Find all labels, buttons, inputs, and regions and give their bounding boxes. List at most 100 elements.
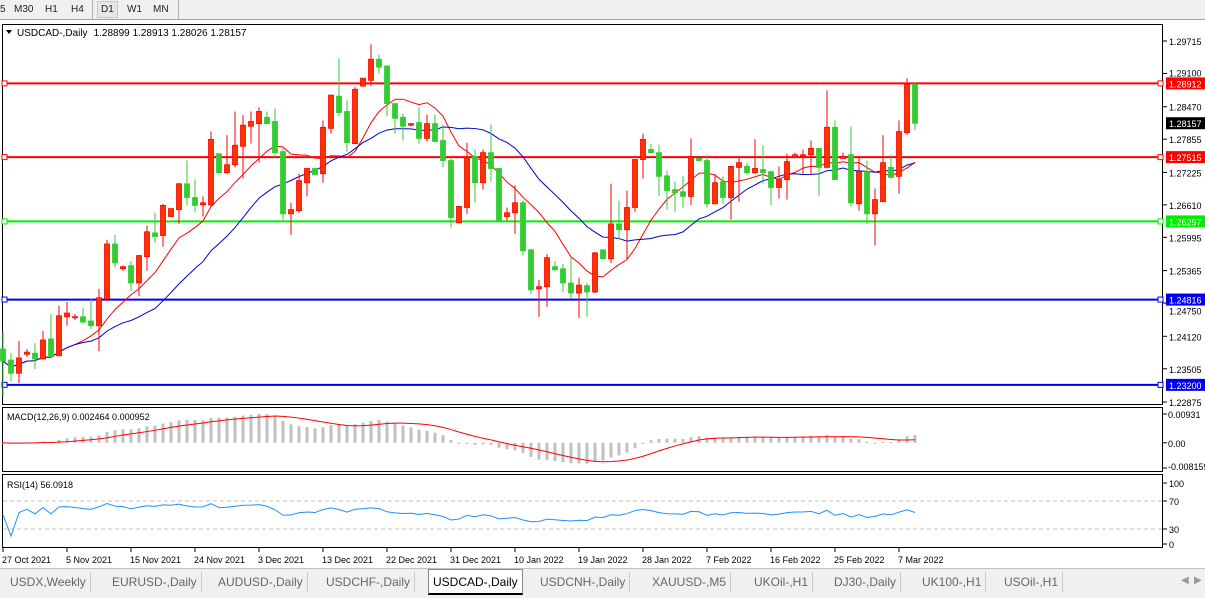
candle-body [65, 313, 70, 317]
price-tick-label: 1.25365 [1169, 267, 1202, 277]
macd-histogram-bar [770, 438, 773, 443]
candle-body [489, 153, 494, 169]
macd-histogram-bar [322, 427, 325, 442]
candle-body [729, 166, 734, 197]
tab-uk100-h1[interactable]: UK100-,H1 [918, 572, 986, 592]
candle-body [377, 59, 382, 67]
candle-body [289, 210, 294, 214]
timeframe-mn[interactable]: MN [150, 2, 172, 17]
candle-body [457, 206, 462, 222]
chart-window[interactable]: 1.297151.291001.284701.278551.272251.266… [0, 20, 1205, 568]
date-tick-label: 7 Mar 2022 [898, 555, 944, 565]
current-price-label: 1.28157 [1169, 119, 1202, 129]
macd-histogram-bar [178, 420, 181, 442]
candle-body [889, 167, 894, 177]
macd-histogram-bar [434, 433, 437, 443]
macd-histogram-bar [522, 443, 525, 453]
candle-body [121, 267, 126, 269]
macd-histogram-bar [650, 440, 653, 443]
level-handle[interactable] [2, 81, 7, 86]
chevron-right-icon[interactable]: ▶ [1194, 575, 1202, 586]
candle-body [169, 209, 174, 217]
candle-body [409, 124, 414, 126]
candle-body [809, 148, 814, 154]
candle-body [273, 121, 278, 152]
tab-usoil-h1[interactable]: USOil-,H1 [1000, 572, 1063, 592]
timeframe-w1[interactable]: W1 [124, 2, 145, 17]
candle-body [833, 127, 838, 179]
date-tick-label: 15 Nov 2021 [130, 555, 181, 565]
macd-histogram-bar [682, 439, 685, 443]
candle-body [281, 152, 286, 214]
level-handle[interactable] [1158, 382, 1163, 387]
candle-body [441, 140, 446, 160]
date-tick-label: 31 Dec 2021 [450, 555, 501, 565]
candle-body [505, 213, 510, 217]
tab-ukoil-h1[interactable]: UKOil-,H1 [750, 572, 813, 592]
candle-body [617, 224, 622, 230]
chevron-left-icon[interactable]: ◀ [1181, 575, 1189, 586]
candle-bull [457, 206, 462, 222]
date-tick-label: 25 Feb 2022 [834, 555, 885, 565]
level-handle[interactable] [2, 219, 7, 224]
symbol-label: USDCAD-,Daily [17, 28, 88, 39]
level-handle[interactable] [2, 297, 7, 302]
macd-histogram-bar [346, 426, 349, 443]
candle-body [97, 298, 102, 326]
tab-eurusd-daily[interactable]: EURUSD-,Daily [108, 572, 202, 592]
candle-body [433, 124, 438, 142]
candle-body [33, 353, 38, 359]
timeframe-m30[interactable]: M30 [11, 2, 36, 17]
macd-histogram-bar [658, 439, 661, 443]
macd-histogram-bar [786, 438, 789, 443]
level-price-label: 1.23200 [1169, 381, 1202, 391]
tab-usdx-weekly[interactable]: USDX,Weekly [6, 572, 91, 592]
candle-body [633, 159, 638, 207]
candle-body [193, 197, 198, 205]
timeframe-d1[interactable]: D1 [97, 1, 118, 18]
date-tick-label: 19 Jan 2022 [578, 555, 628, 565]
level-handle[interactable] [1158, 155, 1163, 160]
candle-body [209, 139, 214, 204]
candle-body [817, 148, 822, 167]
tab-xauusd-m5[interactable]: XAUUSD-,M5 [648, 572, 731, 592]
rsi-tick-label: 30 [1169, 525, 1179, 535]
tab-usdchf-daily[interactable]: USDCHF-,Daily [322, 572, 415, 592]
macd-histogram-bar [882, 442, 885, 443]
candle-body [297, 181, 302, 211]
timeframe-5[interactable]: 5 [0, 2, 9, 17]
tab-audusd-daily[interactable]: AUDUSD-,Daily [214, 572, 308, 592]
macd-histogram-bar [482, 443, 485, 445]
candle-bear [705, 155, 710, 208]
tab-usdcnh-daily[interactable]: USDCNH-,Daily [536, 572, 630, 592]
tab-usdcad-daily[interactable]: USDCAD-,Daily [428, 569, 523, 595]
level-handle[interactable] [2, 155, 7, 160]
macd-histogram-bar [74, 437, 77, 443]
macd-histogram-bar [514, 443, 517, 450]
candle-bull [169, 209, 174, 217]
level-handle[interactable] [1158, 219, 1163, 224]
candle-body [625, 208, 630, 230]
macd-histogram-bar [458, 443, 461, 444]
candle-body [25, 352, 30, 354]
macd-histogram-bar [530, 443, 533, 457]
timeframe-h1[interactable]: H1 [42, 2, 61, 17]
macd-histogram-bar [130, 429, 133, 443]
timeframe-h4[interactable]: H4 [68, 2, 87, 17]
rsi-tick-label: 0 [1169, 540, 1174, 550]
candle-body [513, 203, 518, 213]
macd-histogram-bar [418, 430, 421, 443]
candle-body [569, 283, 574, 293]
macd-histogram-bar [466, 443, 469, 444]
chart-header: USDCAD-,Daily 1.28899 1.28913 1.28026 1.… [6, 28, 247, 39]
candle-body [321, 127, 326, 173]
candle-body [537, 287, 542, 289]
rsi-tick-label: 70 [1169, 497, 1179, 507]
candle-body [17, 358, 22, 373]
date-tick-label: 28 Jan 2022 [642, 555, 692, 565]
level-handle[interactable] [1158, 297, 1163, 302]
candle-body [313, 168, 318, 174]
level-handle[interactable] [1158, 81, 1163, 86]
tab-dj30-daily[interactable]: DJ30-,Daily [830, 572, 901, 592]
macd-histogram-bar [722, 438, 725, 442]
